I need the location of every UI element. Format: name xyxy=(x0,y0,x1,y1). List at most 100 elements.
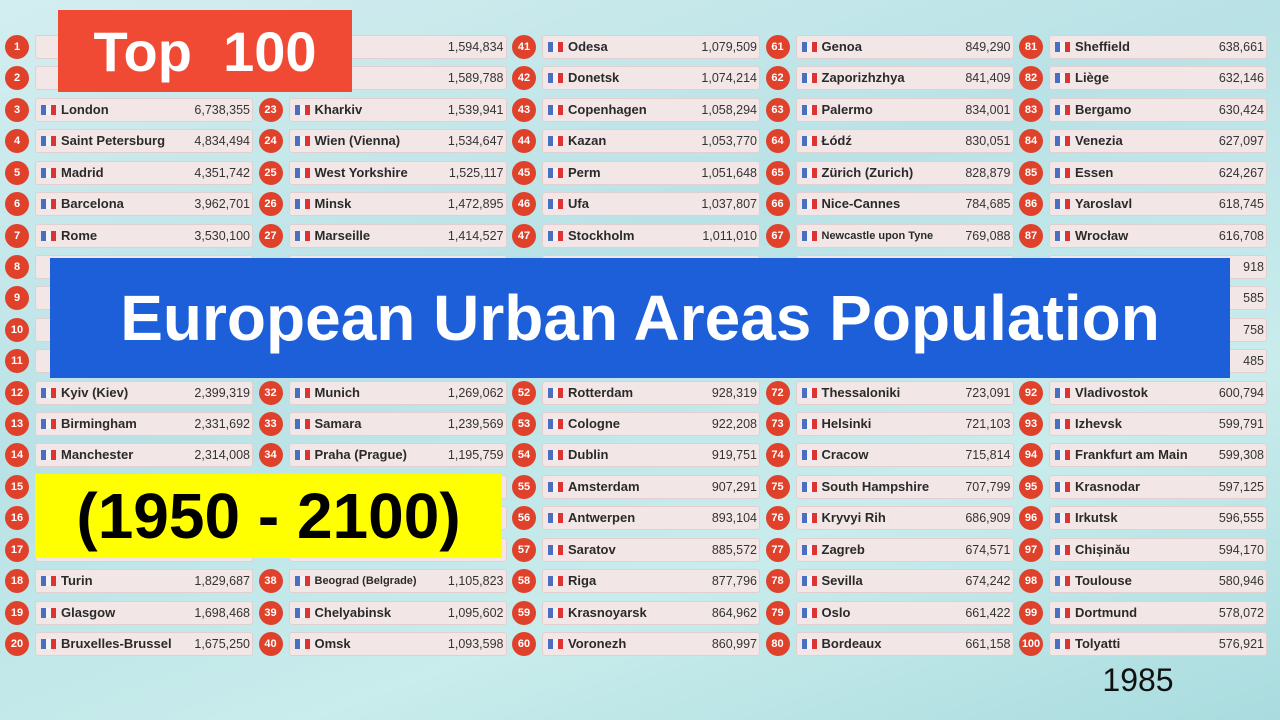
city-name: Rome xyxy=(61,227,98,243)
row-bg xyxy=(288,192,507,217)
population: 830,051 xyxy=(965,134,1011,149)
flag xyxy=(1055,73,1070,84)
rank-badge: 95 xyxy=(1019,474,1043,499)
population: 707,799 xyxy=(965,479,1011,494)
population: 1,051,648 xyxy=(701,165,757,180)
population: 578,072 xyxy=(1218,605,1264,620)
flag xyxy=(294,607,310,618)
population: 877,796 xyxy=(711,574,757,589)
row-bg xyxy=(795,600,1014,625)
flag xyxy=(801,73,817,84)
flag xyxy=(801,136,817,147)
population: 596,555 xyxy=(1218,511,1264,526)
city-name: Zürich (Zurich) xyxy=(821,164,914,180)
city-name: Beograd (Belgrade) xyxy=(314,575,417,588)
rank-badge: 45 xyxy=(512,160,536,185)
flag xyxy=(548,576,563,587)
rank-badge: 57 xyxy=(512,537,536,562)
row-bg xyxy=(795,97,1014,122)
row-bg xyxy=(795,631,1014,656)
city-name: Saratov xyxy=(568,541,616,557)
population: 1,105,823 xyxy=(447,574,504,589)
city-name: Sevilla xyxy=(821,573,863,589)
city-name: Odesa xyxy=(568,39,608,54)
rank-badge: 77 xyxy=(765,537,790,562)
flag xyxy=(548,638,563,649)
city-name: Turin xyxy=(61,573,93,589)
rank-badge: 41 xyxy=(512,35,536,59)
rank-badge: 15 xyxy=(5,474,29,499)
flag xyxy=(41,419,56,430)
rank-badge: 8 xyxy=(5,254,29,279)
population: 1,525,117 xyxy=(448,165,504,180)
population: 1,011,010 xyxy=(702,228,757,243)
row-bg xyxy=(288,97,507,122)
flag xyxy=(801,607,817,618)
rank-badge: 43 xyxy=(512,97,536,122)
flag xyxy=(41,230,56,241)
city-name: Essen xyxy=(1075,164,1114,180)
flag xyxy=(548,387,563,398)
rank-badge: 32 xyxy=(258,380,283,405)
city-name: Manchester xyxy=(61,447,134,463)
city-name: South Hampshire xyxy=(821,478,930,494)
flag xyxy=(294,167,310,178)
city-name: Dublin xyxy=(568,447,609,463)
population: 1,472,895 xyxy=(447,197,504,212)
city-name: Ufa xyxy=(568,196,589,212)
row-bg xyxy=(35,412,253,437)
population: 928,319 xyxy=(711,385,757,400)
rank-badge: 10 xyxy=(5,317,29,342)
rank-badge: 92 xyxy=(1019,380,1043,405)
row-bg xyxy=(1049,443,1267,468)
rank-badge: 11 xyxy=(5,349,29,374)
flag xyxy=(294,576,310,587)
rank-badge: 6 xyxy=(5,192,29,217)
flag xyxy=(294,387,310,398)
row-bg xyxy=(542,631,760,656)
population: 3,530,100 xyxy=(194,228,250,243)
city-name: Sheffield xyxy=(1075,39,1130,54)
population: 1,074,214 xyxy=(701,71,757,86)
row-bg xyxy=(542,412,760,437)
flag xyxy=(548,544,563,555)
rank-badge: 46 xyxy=(512,192,536,217)
row-bg xyxy=(542,223,760,248)
rank-badge: 40 xyxy=(258,631,283,656)
flag xyxy=(548,607,563,618)
population: 1,594,834 xyxy=(447,40,504,54)
subtitle: (1950 - 2100) xyxy=(35,474,502,558)
population: 594,170 xyxy=(1218,542,1264,557)
rank-badge: 86 xyxy=(1019,192,1043,217)
rank-badge: 53 xyxy=(512,412,536,437)
row-bg xyxy=(795,223,1014,248)
rank-badge: 93 xyxy=(1019,412,1043,437)
flag xyxy=(1055,387,1070,398)
rank-badge: 56 xyxy=(512,506,536,531)
rank-badge: 24 xyxy=(258,129,283,154)
rank-badge: 79 xyxy=(765,600,790,625)
population: 1,269,062 xyxy=(447,385,504,400)
population: 918 xyxy=(1243,259,1264,274)
row-bg xyxy=(542,97,760,122)
city-name: Zagreb xyxy=(821,541,865,557)
flag xyxy=(41,136,56,147)
row-bg xyxy=(795,192,1014,217)
flag xyxy=(294,104,310,115)
rank-badge: 81 xyxy=(1019,35,1043,59)
row-bg xyxy=(35,160,253,185)
population: 922,208 xyxy=(711,417,757,432)
population: 828,879 xyxy=(965,165,1011,180)
population: 860,997 xyxy=(711,636,757,651)
rank-badge: 19 xyxy=(5,600,29,625)
row-bg xyxy=(542,474,760,499)
population: 1,534,647 xyxy=(447,134,504,149)
city-name: Chișinău xyxy=(1075,541,1130,557)
row-bg xyxy=(795,443,1014,468)
row-bg xyxy=(542,380,760,405)
row-bg xyxy=(1049,66,1267,91)
city-name: Vladivostok xyxy=(1075,384,1148,400)
row-bg xyxy=(288,631,507,656)
city-name: Samara xyxy=(314,416,362,432)
city-name: Wien (Vienna) xyxy=(314,133,401,149)
